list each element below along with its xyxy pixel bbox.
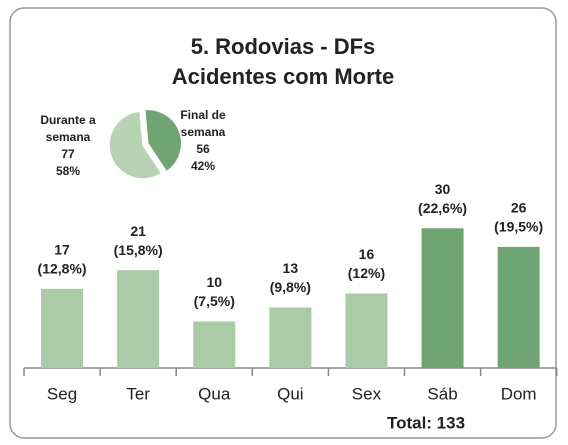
pie-slice (108, 110, 163, 180)
x-tick-label: Dom (501, 384, 537, 403)
percent-label: (22,6%) (418, 200, 467, 216)
bar (269, 307, 312, 368)
x-tick-label: Seg (47, 384, 77, 403)
pie-value: 56 (196, 142, 210, 156)
value-label: 21 (130, 223, 146, 239)
x-tick-label: Qui (277, 384, 303, 403)
pie-percent: 42% (191, 159, 215, 173)
percent-label: (19,5%) (494, 219, 543, 235)
value-label: 17 (54, 242, 70, 258)
percent-label: (7,5%) (194, 293, 235, 309)
pie-percent: 58% (56, 164, 80, 178)
percent-label: (15,8%) (114, 242, 163, 258)
x-tick-label: Qua (198, 384, 231, 403)
pie-value: 77 (61, 147, 75, 161)
x-tick-label: Ter (126, 384, 150, 403)
bar (117, 270, 160, 368)
pie-label: Durante a (40, 113, 96, 127)
value-label: 16 (359, 246, 375, 262)
total: Total: 133 (387, 413, 465, 432)
percent-label: (12,8%) (38, 261, 87, 277)
x-tick-label: Sex (352, 384, 382, 403)
bar (421, 228, 464, 368)
pie-label: semana (181, 125, 226, 139)
bar (497, 246, 540, 368)
percent-label: (9,8%) (270, 279, 311, 295)
chart-subtitle: Acidentes com Morte (172, 64, 395, 89)
x-tick-label: Sáb (427, 384, 457, 403)
value-label: 13 (283, 260, 299, 276)
value-label: 10 (206, 274, 222, 290)
pie-label: semana (46, 130, 91, 144)
bar (345, 293, 388, 368)
value-label: 26 (511, 200, 527, 216)
value-label: 30 (435, 181, 451, 197)
pie-label: Final de (180, 108, 226, 122)
bar (193, 321, 236, 368)
chart-title: 5. Rodovias - DFs (191, 34, 376, 59)
pie-slice (143, 108, 183, 173)
bar (41, 288, 84, 368)
percent-label: (12%) (348, 265, 385, 281)
